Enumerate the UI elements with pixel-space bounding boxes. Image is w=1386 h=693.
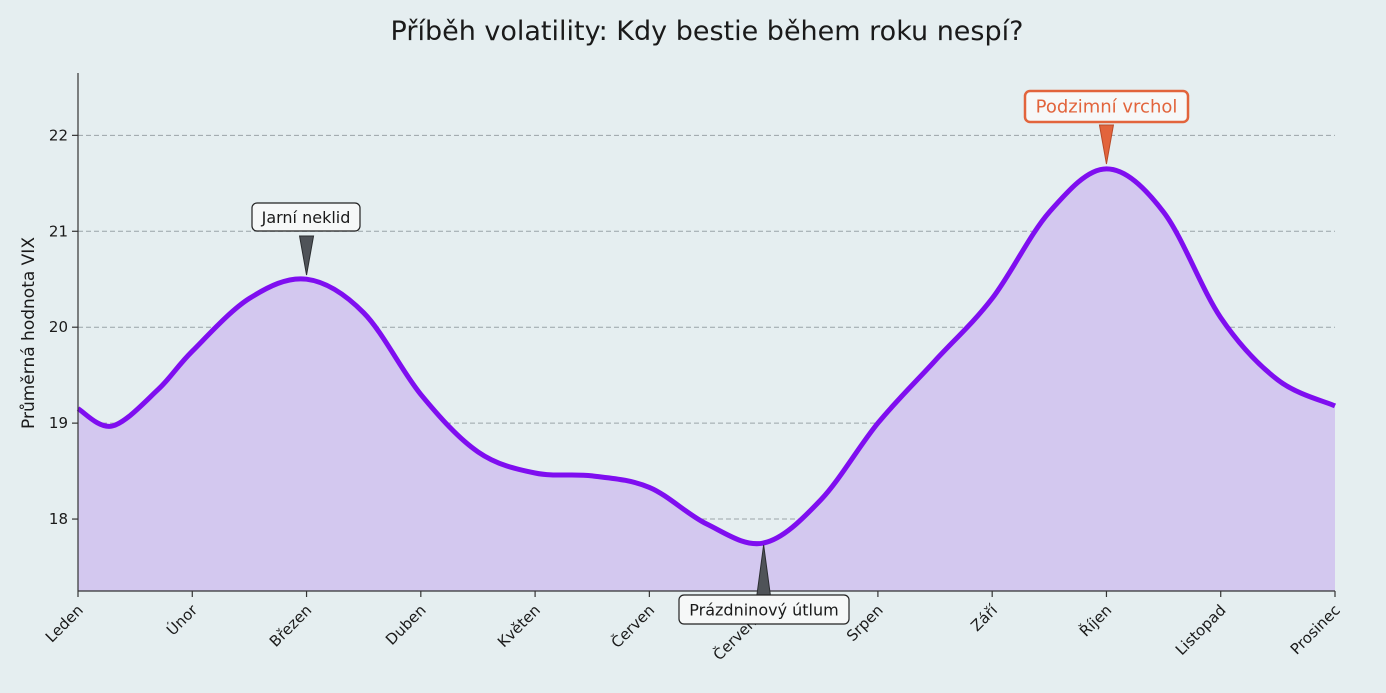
chart-title: Příběh volatility: Kdy bestie během roku… bbox=[391, 16, 1024, 47]
annotation-label: Jarní neklid bbox=[261, 208, 351, 227]
annotation-box bbox=[251, 202, 361, 232]
x-tick-label: Prosinec bbox=[1287, 601, 1344, 658]
x-tick-label: Listopad bbox=[1172, 601, 1230, 659]
annotation-arrow bbox=[1098, 124, 1115, 165]
annotations: Jarní neklid Prázdninový útlum Podzimní vr… bbox=[251, 89, 1190, 625]
series-line bbox=[76, 166, 1337, 547]
annotation-label: Prázdninový útlum bbox=[689, 601, 838, 620]
annotation-label: Podzimní vrchol bbox=[1036, 97, 1178, 118]
annotation-2: Podzimní vrchol bbox=[1023, 89, 1190, 165]
x-tick-label: Září bbox=[967, 601, 1001, 635]
x-tick-label: Březen bbox=[266, 601, 315, 650]
y-tick-label: 20 bbox=[49, 318, 68, 336]
annotation-1: Prázdninový útlum bbox=[678, 544, 850, 625]
y-ticks: 18 19 20 21 22 bbox=[49, 126, 78, 528]
y-tick-label: 21 bbox=[49, 222, 68, 240]
x-tick-label: Únor bbox=[162, 600, 201, 639]
x-tick-label: Duben bbox=[382, 601, 430, 649]
annotation-0: Jarní neklid bbox=[251, 202, 361, 276]
x-tick-label: Říjen bbox=[1075, 600, 1115, 640]
annotation-box bbox=[678, 594, 850, 625]
y-tick-label: 19 bbox=[49, 414, 68, 432]
x-tick-label: Červen bbox=[607, 600, 658, 651]
axes bbox=[77, 73, 1335, 592]
x-tick-label: Květen bbox=[494, 601, 544, 651]
y-tick-label: 18 bbox=[49, 510, 68, 528]
annotation-box bbox=[1023, 89, 1190, 124]
y-tick-label: 22 bbox=[49, 126, 68, 144]
area-fill bbox=[78, 168, 1335, 591]
annotation-arrow bbox=[298, 235, 315, 276]
y-axis-label: Průměrná hodnota VIX bbox=[19, 237, 39, 429]
x-tick-label: Leden bbox=[42, 601, 87, 646]
